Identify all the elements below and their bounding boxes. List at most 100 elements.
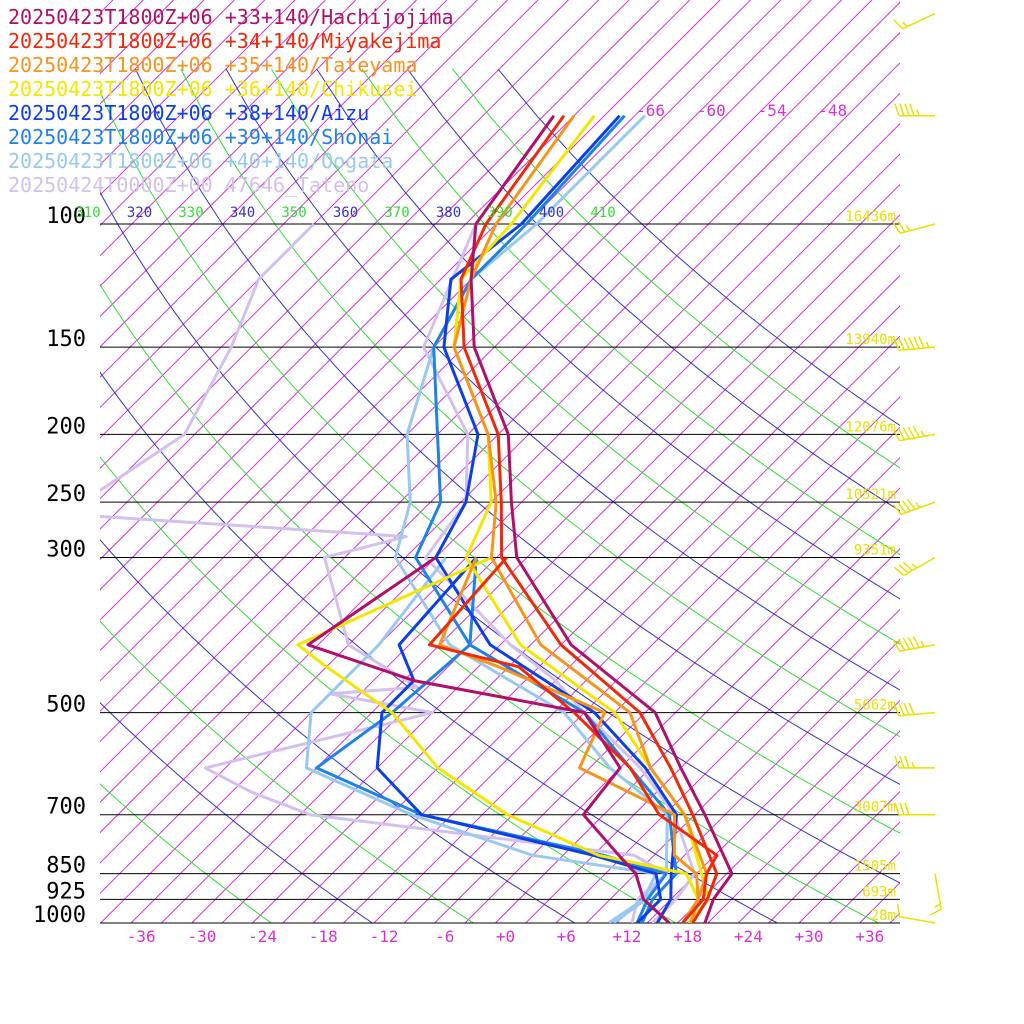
wind-barb xyxy=(892,221,936,235)
theta-label: 310 xyxy=(75,205,100,221)
isotherm-line xyxy=(555,578,900,923)
wind-barb-flag xyxy=(898,564,909,574)
dewpoint-profile xyxy=(428,556,719,923)
x-tick-label: +24 xyxy=(734,927,763,946)
wind-barb-flag xyxy=(898,337,905,351)
isotherm-line xyxy=(312,335,900,923)
dry-adiabat-line xyxy=(100,371,779,923)
wind-barb-flag xyxy=(902,500,912,512)
wind-barb xyxy=(929,873,942,916)
wind-barb-staff xyxy=(902,12,936,30)
legend-entry: 20250423T1800Z+06 +40+140/Oogata xyxy=(8,149,393,173)
wind-barb xyxy=(893,12,936,30)
dewpoint-profile xyxy=(304,556,658,923)
pressure-level-label: 1000 xyxy=(33,903,86,928)
wind-barb-flag xyxy=(893,19,903,30)
legend-entry: 20250423T1800Z+06 +35+140/Tateyama xyxy=(8,53,417,77)
wind-barb-flag xyxy=(903,337,910,350)
wind-barb-staff xyxy=(900,223,936,235)
dry-adiabat-line xyxy=(135,68,900,786)
wind-barb-half-flag xyxy=(911,761,915,769)
wind-barb-flag xyxy=(892,639,901,652)
isotherm-line xyxy=(100,0,539,439)
isotherm-line xyxy=(343,365,900,923)
height-label: 16436m xyxy=(845,209,896,225)
wind-barb-flag xyxy=(908,337,915,350)
x-tick-label: +18 xyxy=(673,927,702,946)
isotherm-top-label: -48 xyxy=(818,101,847,120)
pressure-level-label: 100 xyxy=(46,204,86,229)
isotherm-line xyxy=(707,730,900,923)
legend-entry: 20250423T1800Z+06 +34+140/Miyakejima xyxy=(8,29,441,53)
wind-barb-half-flag xyxy=(915,502,921,509)
dewpoint-profile xyxy=(375,556,663,923)
legend-entry: 20250424T0000Z+00 47646_Tateno xyxy=(8,173,369,197)
isotherm-line xyxy=(100,0,600,500)
wind-barb-half-flag xyxy=(905,225,911,232)
isotherm-line xyxy=(252,274,900,923)
isotherm-line xyxy=(100,0,508,409)
wind-barb xyxy=(896,904,936,924)
dry-adiabat-line xyxy=(100,90,900,834)
wind-barb-half-flag xyxy=(911,563,918,569)
x-tick-label: +0 xyxy=(496,927,515,946)
theta-label: 340 xyxy=(230,205,255,221)
theta-label: 360 xyxy=(333,205,358,221)
temperature-profile xyxy=(452,114,709,923)
isotherm-line xyxy=(100,0,417,318)
wind-barb-staff xyxy=(903,556,936,577)
dry-adiabat-line xyxy=(452,68,900,469)
dewpoint-profile xyxy=(306,556,671,923)
temperature-profile xyxy=(393,114,669,923)
isotherm-line xyxy=(100,0,751,652)
isotherm-line xyxy=(161,183,900,923)
isotherm-line xyxy=(737,760,900,923)
isotherm-top-label: -54 xyxy=(758,101,787,120)
wind-barb-flag xyxy=(902,561,913,572)
height-label: 10521m xyxy=(845,487,896,503)
dry-adiabat-line xyxy=(100,283,880,923)
wind-barb-flag xyxy=(902,427,911,440)
pressure-level-lines xyxy=(100,223,900,924)
wind-barb-flag xyxy=(893,703,900,717)
isotherm-line xyxy=(100,31,900,834)
wind-barb-half-flag xyxy=(920,640,925,648)
wind-barb-flag xyxy=(892,222,901,234)
height-label: 5662m xyxy=(854,698,896,714)
wind-barb xyxy=(894,103,935,117)
isotherm-line xyxy=(100,0,387,287)
isotherm-line xyxy=(100,0,478,378)
dewpoint-profile xyxy=(296,556,700,923)
wind-barb-half-flag xyxy=(920,430,925,437)
isotherm-top-label: -60 xyxy=(697,101,726,120)
x-tick-label: -24 xyxy=(248,927,277,946)
dry-adiabat-line xyxy=(100,701,374,923)
isotherm-line xyxy=(100,0,569,470)
wind-barb-flag xyxy=(908,702,915,715)
wind-barb-flag xyxy=(897,638,906,651)
pressure-level-label: 500 xyxy=(46,693,86,718)
wind-barb-flag xyxy=(899,103,905,116)
isotherm-line xyxy=(100,0,812,712)
isotherm-line xyxy=(221,244,900,923)
isotherm-line xyxy=(616,639,900,923)
wind-barb-staff xyxy=(899,346,936,351)
wind-barb-flag xyxy=(897,221,906,233)
temperature-profile xyxy=(469,114,734,923)
theta-label: 370 xyxy=(384,205,409,221)
wind-barb-staff xyxy=(900,501,936,516)
wind-barb-flag xyxy=(896,904,901,917)
sounding-profiles xyxy=(100,114,734,923)
x-tick-label: -18 xyxy=(309,927,338,946)
theta-label: 400 xyxy=(539,205,564,221)
height-label: 28m xyxy=(871,908,896,924)
theta-label: 320 xyxy=(127,205,152,221)
dry-adiabat-line xyxy=(270,68,900,645)
wind-barb-flag xyxy=(907,637,915,649)
wind-barb-flag xyxy=(902,637,911,650)
temperature-profile xyxy=(414,114,678,923)
height-label: 13940m xyxy=(845,332,896,348)
pressure-level-label: 150 xyxy=(46,327,86,352)
wind-barb-staff xyxy=(899,711,936,717)
